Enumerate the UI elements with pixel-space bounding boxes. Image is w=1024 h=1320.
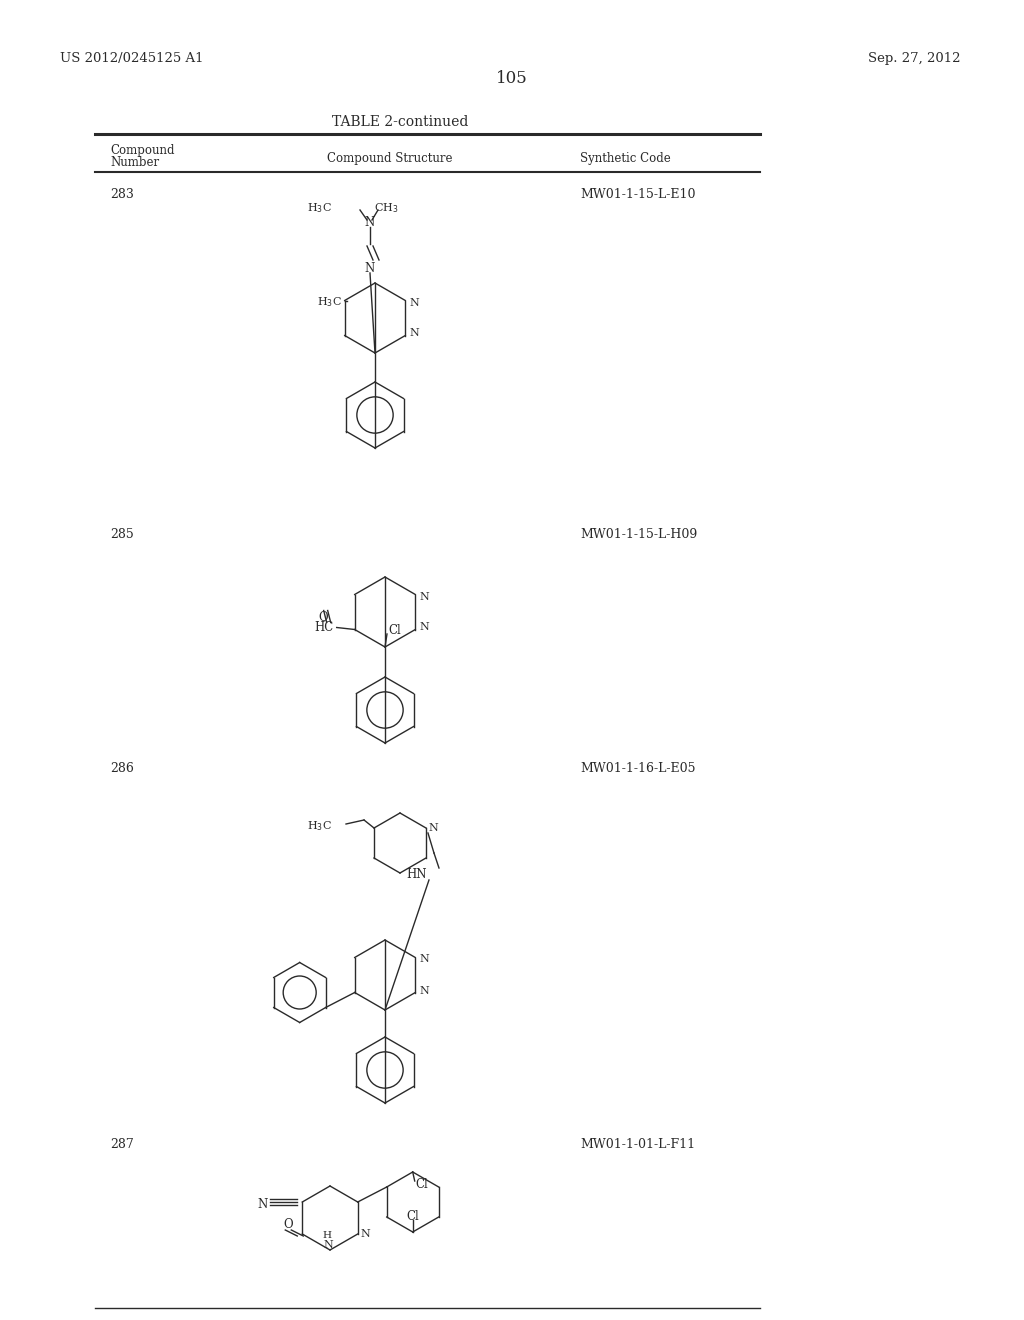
Text: MW01-1-15-L-E10: MW01-1-15-L-E10 [580, 187, 695, 201]
Text: HN: HN [407, 869, 427, 882]
Text: N: N [419, 954, 429, 965]
Text: Cl: Cl [416, 1177, 428, 1191]
Text: H: H [323, 1232, 332, 1241]
Text: Cl: Cl [388, 624, 400, 638]
Text: O: O [317, 611, 328, 624]
Text: Number: Number [110, 156, 159, 169]
Text: N: N [360, 1229, 371, 1239]
Text: N: N [410, 297, 419, 308]
Text: 105: 105 [496, 70, 528, 87]
Text: MW01-1-01-L-F11: MW01-1-01-L-F11 [580, 1138, 695, 1151]
Text: N: N [365, 261, 375, 275]
Text: H$_3$C: H$_3$C [307, 201, 332, 215]
Text: N: N [410, 329, 419, 338]
Text: 285: 285 [110, 528, 134, 541]
Text: CH$_3$: CH$_3$ [374, 201, 398, 215]
Text: MW01-1-16-L-E05: MW01-1-16-L-E05 [580, 762, 695, 775]
Text: Cl: Cl [407, 1209, 419, 1222]
Text: N: N [419, 591, 429, 602]
Text: O: O [284, 1217, 293, 1230]
Text: US 2012/0245125 A1: US 2012/0245125 A1 [60, 51, 204, 65]
Text: N: N [365, 215, 375, 228]
Text: N: N [419, 986, 429, 995]
Text: N: N [419, 623, 429, 632]
Text: Compound Structure: Compound Structure [328, 152, 453, 165]
Text: Compound: Compound [110, 144, 174, 157]
Text: Synthetic Code: Synthetic Code [580, 152, 671, 165]
Text: Sep. 27, 2012: Sep. 27, 2012 [867, 51, 961, 65]
Text: 287: 287 [110, 1138, 134, 1151]
Text: N: N [428, 822, 437, 833]
Text: MW01-1-15-L-H09: MW01-1-15-L-H09 [580, 528, 697, 541]
Text: N: N [324, 1239, 333, 1250]
Text: 283: 283 [110, 187, 134, 201]
Text: H$_3$C: H$_3$C [316, 296, 342, 309]
Text: N: N [257, 1197, 267, 1210]
Text: TABLE 2-continued: TABLE 2-continued [332, 115, 468, 129]
Text: H$_3$C: H$_3$C [307, 820, 332, 833]
Text: 286: 286 [110, 762, 134, 775]
Text: HC: HC [314, 620, 334, 634]
